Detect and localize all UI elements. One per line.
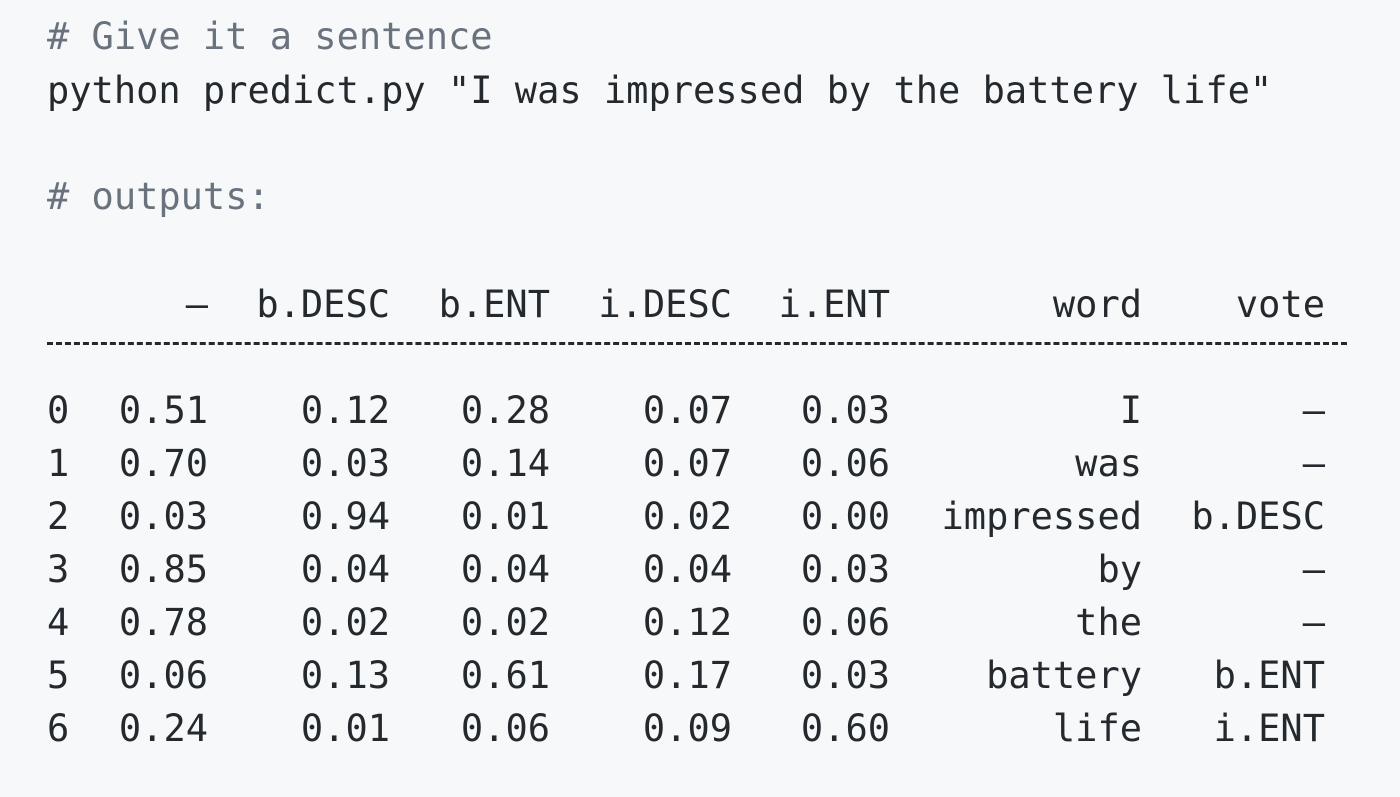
table-cell: 0.02 [300,601,390,644]
table-cell: 0.04 [642,548,732,591]
table-cell: 0.04 [300,548,390,591]
table-cell: 0.12 [642,601,732,644]
table-cell: 0.51 [118,389,208,432]
table-header-cell: i.ENT [778,283,890,326]
table-header-cell: – [185,283,208,326]
table-separator [47,342,1347,345]
table-cell: 0.02 [642,495,732,538]
table-cell: 0.85 [118,548,208,591]
table-cell: 0.01 [300,707,390,750]
table-cell: 0.61 [460,654,550,697]
table-cell: 0.06 [800,442,890,485]
table-cell: 0.12 [300,389,390,432]
table-cell: 0.60 [800,707,890,750]
table-cell: 0.17 [642,654,732,697]
table-cell: 0.07 [642,442,732,485]
table-cell: impressed [941,495,1142,538]
table-cell: 4 [47,601,70,644]
table-cell: 0.94 [300,495,390,538]
table-cell: 0.24 [118,707,208,750]
table-cell: 0.13 [300,654,390,697]
table-header-cell: b.DESC [256,283,390,326]
table-cell: battery [986,654,1142,697]
table-cell: b.ENT [1213,654,1325,697]
table-cell: 0.04 [460,548,550,591]
table-cell: by [1097,548,1142,591]
table-cell: 0.06 [118,654,208,697]
table-cell: 0.03 [800,389,890,432]
table-cell: 0.02 [460,601,550,644]
table-cell: 0.03 [800,548,890,591]
table-cell: 5 [47,654,70,697]
table-cell: 0 [47,389,70,432]
table-cell: b.DESC [1191,495,1325,538]
table-cell: – [1302,601,1325,644]
table-cell: 0.06 [800,601,890,644]
table-cell: was [1075,442,1142,485]
table-cell: 0.07 [642,389,732,432]
table-header-cell: vote [1235,283,1325,326]
table-cell: 0.14 [460,442,550,485]
command-line: python predict.py "I was impressed by th… [47,69,1273,112]
table-cell: i.ENT [1213,707,1325,750]
table-cell: I [1119,389,1142,432]
table-header-cell: i.DESC [598,283,732,326]
table-cell: life [1052,707,1142,750]
table-cell: 1 [47,442,70,485]
table-cell: 0.01 [460,495,550,538]
table-header-cell: b.ENT [438,283,550,326]
table-cell: the [1075,601,1142,644]
table-cell: 0.09 [642,707,732,750]
table-cell: 0.03 [300,442,390,485]
table-cell: 0.00 [800,495,890,538]
table-cell: – [1302,442,1325,485]
table-cell: 0.06 [460,707,550,750]
table-cell: – [1302,548,1325,591]
table-cell: 0.03 [800,654,890,697]
table-cell: 0.28 [460,389,550,432]
table-cell: 0.03 [118,495,208,538]
table-cell: 6 [47,707,70,750]
table-cell: 0.78 [118,601,208,644]
table-cell: – [1302,389,1325,432]
table-cell: 0.70 [118,442,208,485]
table-header-cell: word [1052,283,1142,326]
table-cell: 2 [47,495,70,538]
table-cell: 3 [47,548,70,591]
comment-outputs: # outputs: [47,175,270,218]
comment-sentence: # Give it a sentence [47,15,493,58]
